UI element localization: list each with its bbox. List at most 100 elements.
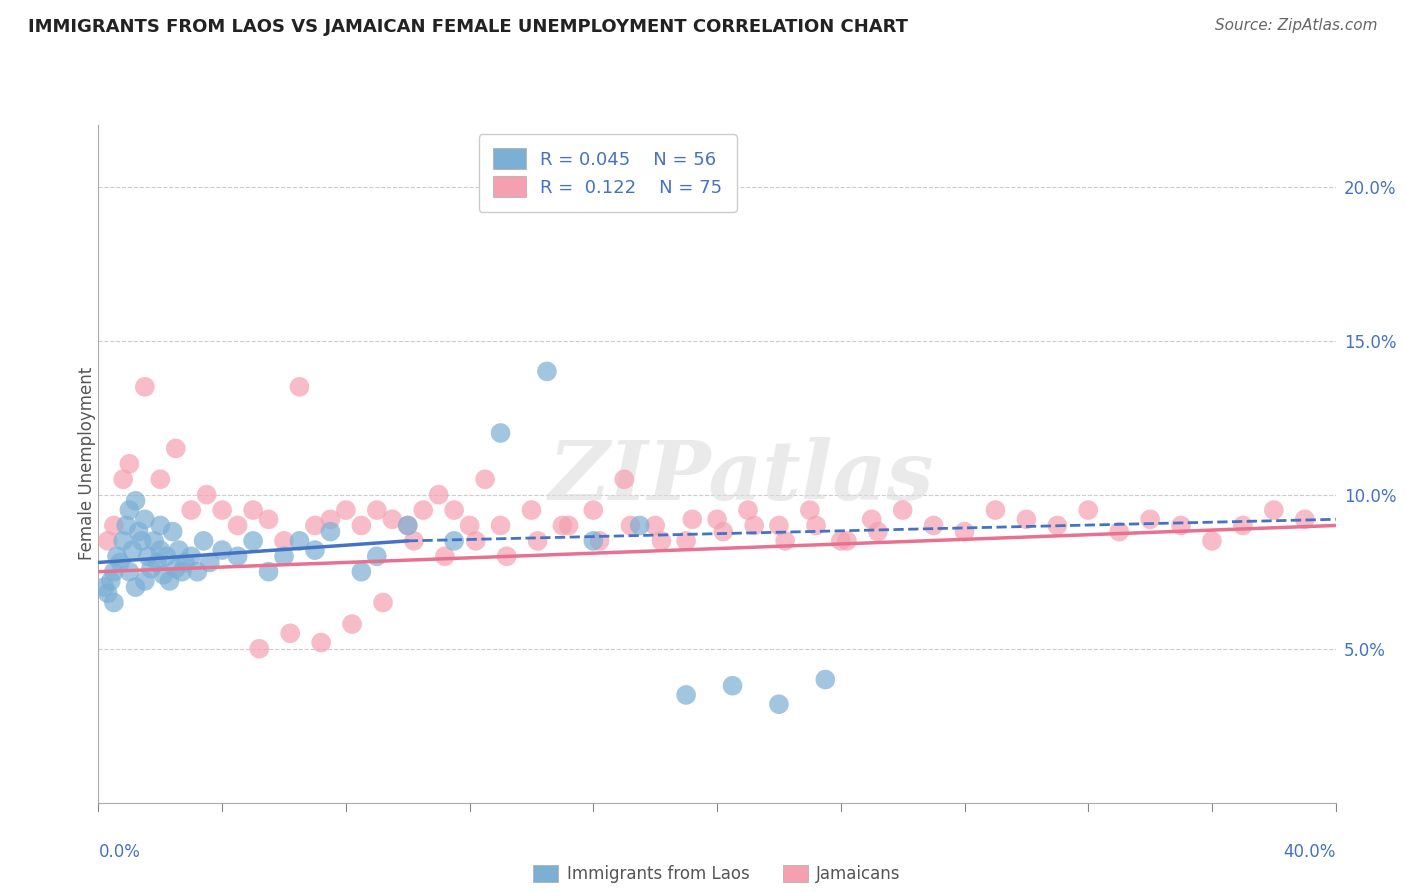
Point (768, 518, 790, 533)
Point (167, 543, 190, 558)
Point (830, 533, 852, 548)
Point (721, 679, 744, 693)
Point (520, 503, 543, 517)
Point (619, 518, 641, 533)
Point (195, 488, 218, 502)
Point (112, 472, 135, 486)
Point (366, 549, 388, 564)
Point (335, 503, 357, 517)
Point (97, 533, 120, 548)
Point (396, 518, 419, 533)
Point (149, 472, 172, 486)
Point (381, 512, 404, 526)
Point (366, 503, 388, 517)
Point (433, 549, 456, 564)
Point (1077, 503, 1099, 517)
Point (288, 533, 311, 548)
Point (186, 565, 208, 579)
Point (124, 493, 146, 508)
Point (118, 457, 141, 471)
Point (103, 565, 125, 579)
Point (557, 518, 579, 533)
Point (247, 641, 270, 656)
Text: Source: ZipAtlas.com: Source: ZipAtlas.com (1215, 18, 1378, 33)
Point (526, 533, 548, 548)
Point (165, 442, 187, 456)
Point (159, 574, 181, 588)
Point (273, 549, 295, 564)
Point (984, 503, 1007, 517)
Point (340, 617, 363, 632)
Point (146, 556, 169, 570)
Point (804, 518, 827, 533)
Point (97, 586, 120, 600)
Point (257, 512, 280, 526)
Point (134, 380, 156, 394)
Point (1201, 533, 1223, 548)
Point (112, 533, 135, 548)
Point (108, 556, 131, 570)
Point (118, 503, 141, 517)
Point (100, 574, 122, 588)
Point (278, 626, 301, 640)
Point (226, 549, 249, 564)
Point (1015, 512, 1038, 526)
Point (768, 697, 790, 711)
Point (93, 580, 115, 594)
Point (675, 533, 697, 548)
Point (706, 512, 728, 526)
Text: IMMIGRANTS FROM LAOS VS JAMAICAN FEMALE UNEMPLOYMENT CORRELATION CHART: IMMIGRANTS FROM LAOS VS JAMAICAN FEMALE … (28, 18, 908, 36)
Point (149, 543, 172, 558)
Point (319, 512, 342, 526)
Text: ZIPatlas: ZIPatlas (550, 437, 935, 517)
Point (628, 518, 651, 533)
Point (198, 556, 221, 570)
Point (211, 503, 233, 517)
Point (288, 380, 311, 394)
Point (134, 512, 156, 526)
Point (242, 503, 264, 517)
Point (226, 518, 249, 533)
Point (1108, 524, 1130, 539)
Point (799, 503, 821, 517)
Point (180, 503, 202, 517)
Point (350, 565, 373, 579)
Point (711, 524, 734, 539)
Point (1170, 518, 1192, 533)
Point (551, 518, 574, 533)
Point (165, 561, 187, 575)
Point (443, 533, 465, 548)
Point (742, 518, 765, 533)
Legend: R = 0.045    N = 56, R =  0.122    N = 75: R = 0.045 N = 56, R = 0.122 N = 75 (478, 134, 737, 211)
Point (681, 512, 703, 526)
Point (350, 518, 373, 533)
Point (866, 524, 889, 539)
Point (170, 565, 193, 579)
Point (1232, 518, 1254, 533)
Point (155, 549, 177, 564)
Point (211, 543, 233, 558)
Point (412, 503, 434, 517)
Point (1263, 503, 1285, 517)
Point (103, 518, 125, 533)
Point (152, 567, 174, 582)
Point (105, 549, 128, 564)
Point (121, 543, 143, 558)
Point (814, 673, 837, 687)
Point (131, 533, 153, 548)
Point (136, 549, 159, 564)
Point (193, 533, 215, 548)
Point (443, 503, 465, 517)
Point (115, 518, 138, 533)
Point (103, 595, 125, 609)
Point (162, 524, 184, 539)
Point (489, 518, 512, 533)
Point (118, 565, 141, 579)
Point (489, 425, 512, 440)
Point (304, 543, 326, 558)
Point (675, 688, 697, 702)
Point (402, 533, 425, 548)
Point (427, 488, 450, 502)
Point (1294, 512, 1316, 526)
Point (180, 549, 202, 564)
